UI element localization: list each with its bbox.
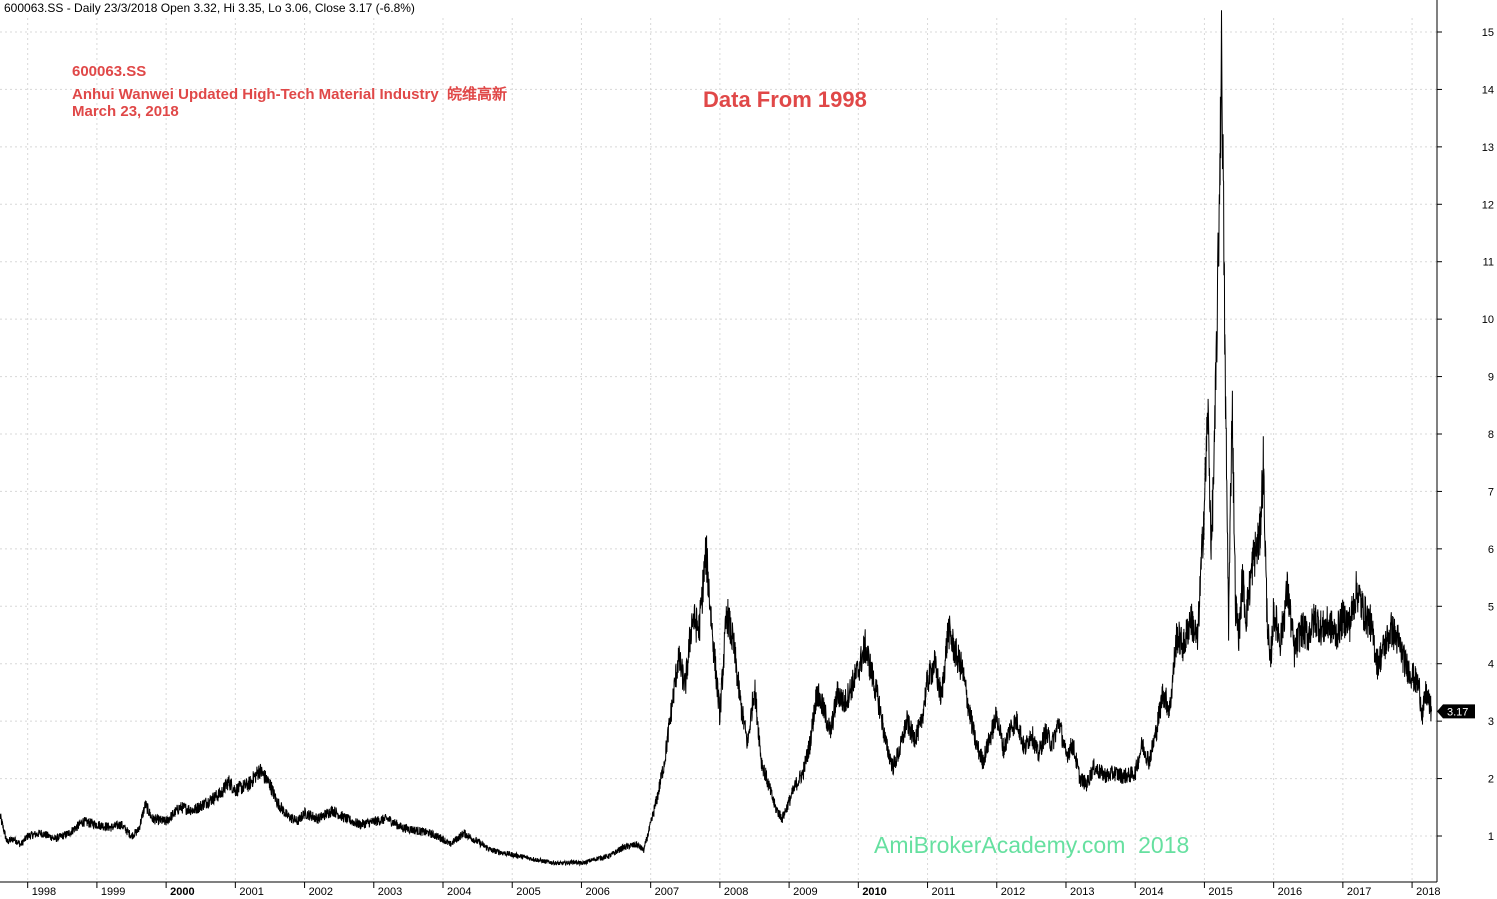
last-price-label: 3.17 <box>1447 706 1468 718</box>
x-axis: 1998 1999 2000 2001 2002 2003 2004 2005 2006 2007… <box>0 881 1441 898</box>
ticker-annotation: 600063.SS <box>72 63 147 80</box>
x-tick-label: 2008 <box>724 886 748 898</box>
y-tick-label: 15 <box>1482 27 1494 39</box>
y-tick-label: 4 <box>1488 659 1494 671</box>
y-tick-label: 7 <box>1488 486 1494 498</box>
x-tick-label: 1998 <box>32 886 56 898</box>
y-tick-label: 13 <box>1482 142 1494 154</box>
chart-header: 600063.SS - Daily 23/3/2018 Open 3.32, H… <box>4 1 415 15</box>
x-tick-label: 2002 <box>309 886 333 898</box>
x-tick-label: 2012 <box>1001 886 1025 898</box>
date-annotation: March 23, 2018 <box>72 103 179 120</box>
x-tick-label: 2003 <box>378 886 402 898</box>
company-annotation: Anhui Wanwei Updated High-Tech Material … <box>72 86 508 103</box>
y-tick-label: 14 <box>1482 84 1494 96</box>
x-tick-label: 2005 <box>516 886 540 898</box>
x-tick-label: 2015 <box>1208 886 1232 898</box>
y-tick-label: 12 <box>1482 199 1494 211</box>
x-tick-label: 2006 <box>585 886 609 898</box>
y-tick-label: 1 <box>1488 831 1494 843</box>
x-tick-label: 2001 <box>239 886 263 898</box>
x-tick-label: 2000 <box>170 886 194 898</box>
x-tick-label: 2017 <box>1347 886 1371 898</box>
x-tick-label: 2014 <box>1139 886 1163 898</box>
last-price-marker: 3.17 <box>1437 704 1475 719</box>
y-tick-label: 2 <box>1488 774 1494 786</box>
x-tick-label: 2004 <box>447 886 471 898</box>
x-tick-label: 1999 <box>101 886 125 898</box>
y-tick-label: 5 <box>1488 601 1494 613</box>
x-tick-label: 2013 <box>1070 886 1094 898</box>
y-tick-label: 9 <box>1488 372 1494 384</box>
x-tick-label: 2010 <box>862 886 886 898</box>
data-from-annotation: Data From 1998 <box>703 87 867 112</box>
y-tick-label: 10 <box>1482 314 1494 326</box>
price-line <box>0 10 1432 867</box>
y-tick-label: 11 <box>1483 257 1494 269</box>
x-tick-label: 2018 <box>1416 886 1440 898</box>
grid <box>0 18 1437 882</box>
x-tick-label: 2009 <box>793 886 817 898</box>
y-tick-label: 6 <box>1488 544 1494 556</box>
x-tick-label: 2016 <box>1278 886 1302 898</box>
x-tick-label: 2007 <box>655 886 679 898</box>
x-tick-label: 2011 <box>932 886 956 898</box>
y-tick-label: 8 <box>1488 429 1494 441</box>
last-price-box <box>1437 704 1475 719</box>
watermark: AmiBrokerAcademy.com 2018 <box>874 832 1190 858</box>
series-layer <box>0 10 1432 867</box>
y-tick-label: 3 <box>1488 716 1494 728</box>
